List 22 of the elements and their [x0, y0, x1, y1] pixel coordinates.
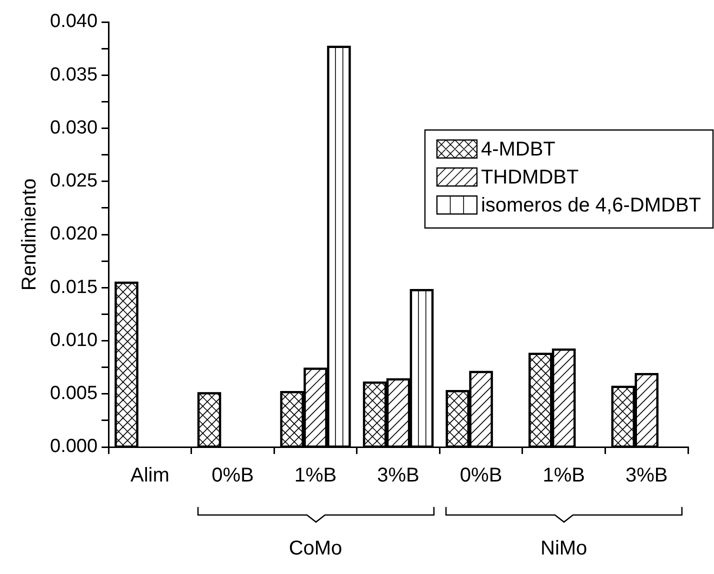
legend-label: THDMDBT [480, 166, 579, 189]
x-tick-label: 3%B [377, 464, 420, 487]
y-tick-label: 0.020 [50, 224, 98, 245]
text: NiMo [540, 538, 588, 560]
x-tick-label: 1%B [542, 464, 585, 487]
y-tick-label: 0.000 [50, 436, 98, 458]
y-tick-label: 0.010 [50, 330, 98, 351]
y-tick-label: 0.030 [50, 117, 98, 138]
legend-label: isomeros de 4,6-DMDBT [480, 194, 702, 217]
x-tick-label: 1%B [294, 464, 337, 487]
x-tick-label: Alim [130, 464, 170, 487]
legend-label: 4-MDBT [480, 138, 556, 161]
x-tick-label: 0%B [460, 464, 502, 487]
y-tick-label: 0.040 [50, 11, 98, 32]
x-tick-label: 3%B [625, 464, 668, 487]
x-tick-label: 0%B [212, 464, 254, 487]
y-tick-label: 0.035 [50, 64, 98, 86]
y-tick-label: 0.005 [50, 383, 98, 404]
text: CoMo [288, 538, 342, 560]
y-axis-title: Rendimiento [18, 178, 41, 291]
y-tick-label: 0.015 [50, 276, 98, 298]
y-tick-label: 0.025 [50, 170, 98, 192]
